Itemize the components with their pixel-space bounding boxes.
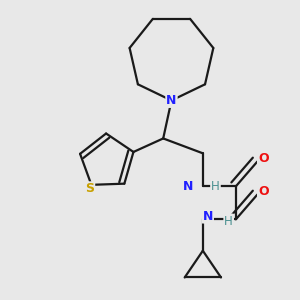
Text: N: N [166, 94, 177, 107]
Text: O: O [258, 152, 268, 165]
Text: O: O [258, 185, 268, 198]
Text: N: N [183, 180, 193, 193]
Text: S: S [85, 182, 94, 195]
Text: N: N [202, 209, 213, 223]
Text: H: H [224, 214, 233, 227]
Text: H: H [211, 180, 220, 193]
